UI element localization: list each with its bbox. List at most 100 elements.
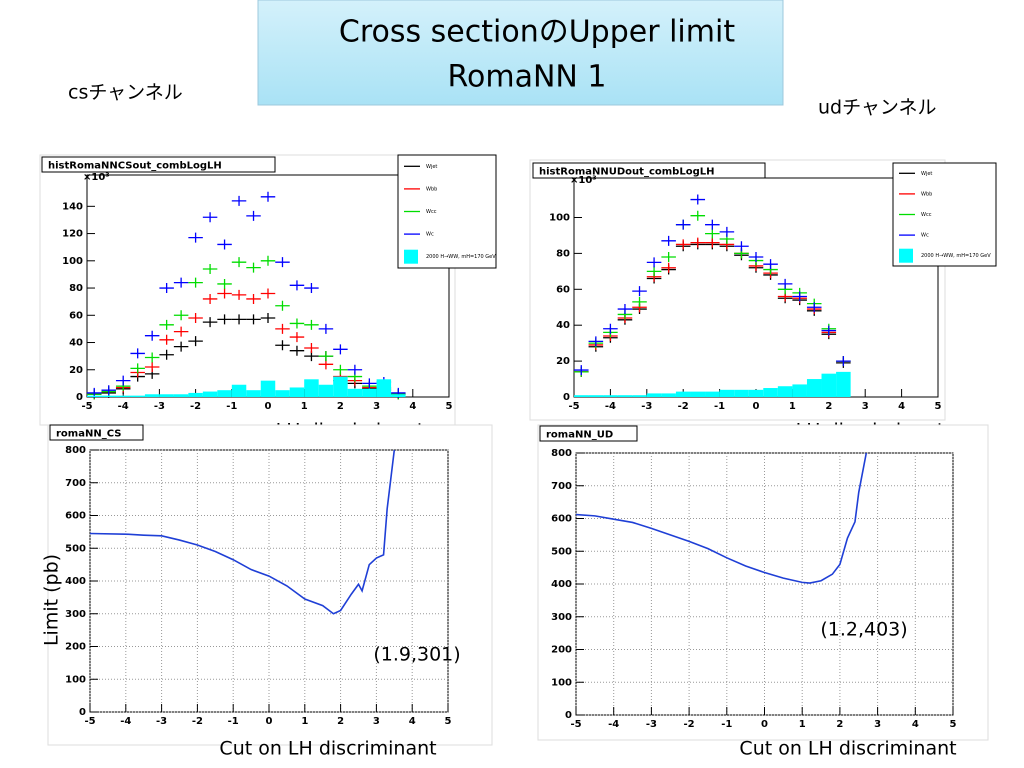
y-tick-label: 100 <box>551 677 572 688</box>
data-cross <box>217 288 232 299</box>
limit-curve <box>575 452 868 584</box>
data-cross <box>748 251 764 262</box>
data-cross <box>202 212 218 223</box>
x-axis-label: Cut on LH discriminant <box>739 738 956 760</box>
x-tick-label: -3 <box>154 401 165 412</box>
data-cross <box>574 365 589 376</box>
data-cross <box>289 332 305 343</box>
x-tick-label: -3 <box>646 719 657 730</box>
data-cross <box>144 362 160 373</box>
data-cross <box>188 336 203 347</box>
x-tick-label: -1 <box>228 716 239 727</box>
hist-title-box <box>49 424 144 441</box>
data-cross <box>792 291 807 302</box>
y-tick-label: 200 <box>551 645 572 656</box>
data-cross <box>318 323 334 334</box>
hist-bar <box>144 394 160 397</box>
channel-label: udチャンネル <box>818 97 937 119</box>
hist-bar <box>617 395 633 397</box>
x-tick-label: -1 <box>714 401 725 412</box>
data-cross <box>202 263 218 274</box>
data-cross <box>617 304 633 315</box>
plot-area <box>573 177 939 398</box>
data-cross <box>603 323 618 334</box>
x-axis-label: Cut on LH discriminant <box>219 738 436 760</box>
data-cross <box>231 195 247 206</box>
hist-bar <box>289 387 305 397</box>
x-tick-label: 4 <box>409 716 416 727</box>
data-cross <box>821 325 837 336</box>
data-cross <box>188 313 203 324</box>
hist-bar <box>391 394 406 397</box>
y-tick-label: 100 <box>65 674 86 685</box>
data-cross <box>260 288 276 299</box>
x-tick-label: -2 <box>190 401 201 412</box>
hist-bar <box>705 391 720 397</box>
x-tick-label: -2 <box>192 716 203 727</box>
data-cross <box>260 313 276 324</box>
y-tick-label: 400 <box>551 579 572 590</box>
hist-bar <box>159 394 174 397</box>
x-tick-label: -2 <box>684 719 695 730</box>
x-tick-label: -1 <box>721 719 732 730</box>
hist-bar <box>217 390 232 397</box>
data-cross <box>144 352 160 363</box>
y-multiplier: ×10³ <box>83 172 110 183</box>
data-cross <box>275 300 290 311</box>
y-tick-label: 0 <box>76 392 83 403</box>
data-cross <box>646 257 662 268</box>
y-tick-label: 600 <box>65 511 86 522</box>
x-tick-label: 2 <box>337 401 344 412</box>
y-tick-label: 0 <box>563 392 570 403</box>
hist-title: histRomaNNCSout_combLogLH <box>48 161 222 172</box>
legend-label: Wcc <box>921 212 932 218</box>
y-tick-label: 20 <box>556 356 570 367</box>
data-cross <box>719 226 735 237</box>
hist-bar <box>588 395 604 397</box>
x-tick-label: -4 <box>608 719 619 730</box>
data-cross <box>188 232 203 243</box>
y-tick-label: 800 <box>65 445 86 456</box>
y-tick-label: 300 <box>551 612 572 623</box>
x-tick-label: 0 <box>753 401 760 412</box>
y-tick-label: 20 <box>69 365 83 376</box>
data-cross <box>130 348 145 359</box>
data-cross <box>588 336 604 347</box>
data-cross <box>217 278 232 289</box>
y-tick-label: 60 <box>69 310 83 321</box>
data-cross <box>289 345 305 356</box>
hist-bar <box>574 395 589 397</box>
data-cross <box>246 210 261 221</box>
data-cross <box>188 277 203 288</box>
y-tick-label: 120 <box>62 229 83 240</box>
x-tick-label: 1 <box>799 719 806 730</box>
data-cross <box>231 314 247 325</box>
hist-bar <box>246 390 261 397</box>
x-tick-label: 4 <box>409 401 416 412</box>
x-tick-label: -5 <box>568 401 579 412</box>
data-cross <box>632 286 647 297</box>
data-cross <box>661 262 676 273</box>
hist-bar <box>260 380 276 397</box>
x-tick-label: -3 <box>641 401 652 412</box>
hist-bar <box>347 388 363 397</box>
title-box <box>257 0 784 106</box>
data-cross <box>333 344 348 355</box>
y-tick-label: 800 <box>551 448 572 459</box>
hist-bar <box>792 384 807 397</box>
hist-bar <box>748 389 764 397</box>
y-axis-label: Limit (pb) <box>41 554 63 646</box>
data-cross <box>217 314 232 325</box>
legend-label: Wjet <box>921 171 932 177</box>
legend-label: 2000 H→WW, mH=170 GeV <box>426 254 496 260</box>
hist-bar <box>675 391 691 397</box>
y-tick-label: 60 <box>556 284 570 295</box>
data-cross <box>144 330 160 341</box>
hist-bar <box>806 379 822 397</box>
x-tick-label: 5 <box>935 401 942 412</box>
hist-title: histRomaNNUDout_combLogLH <box>539 167 714 178</box>
legend-swatch <box>899 248 913 263</box>
hist-title-box <box>532 162 766 179</box>
data-cross <box>173 326 189 337</box>
